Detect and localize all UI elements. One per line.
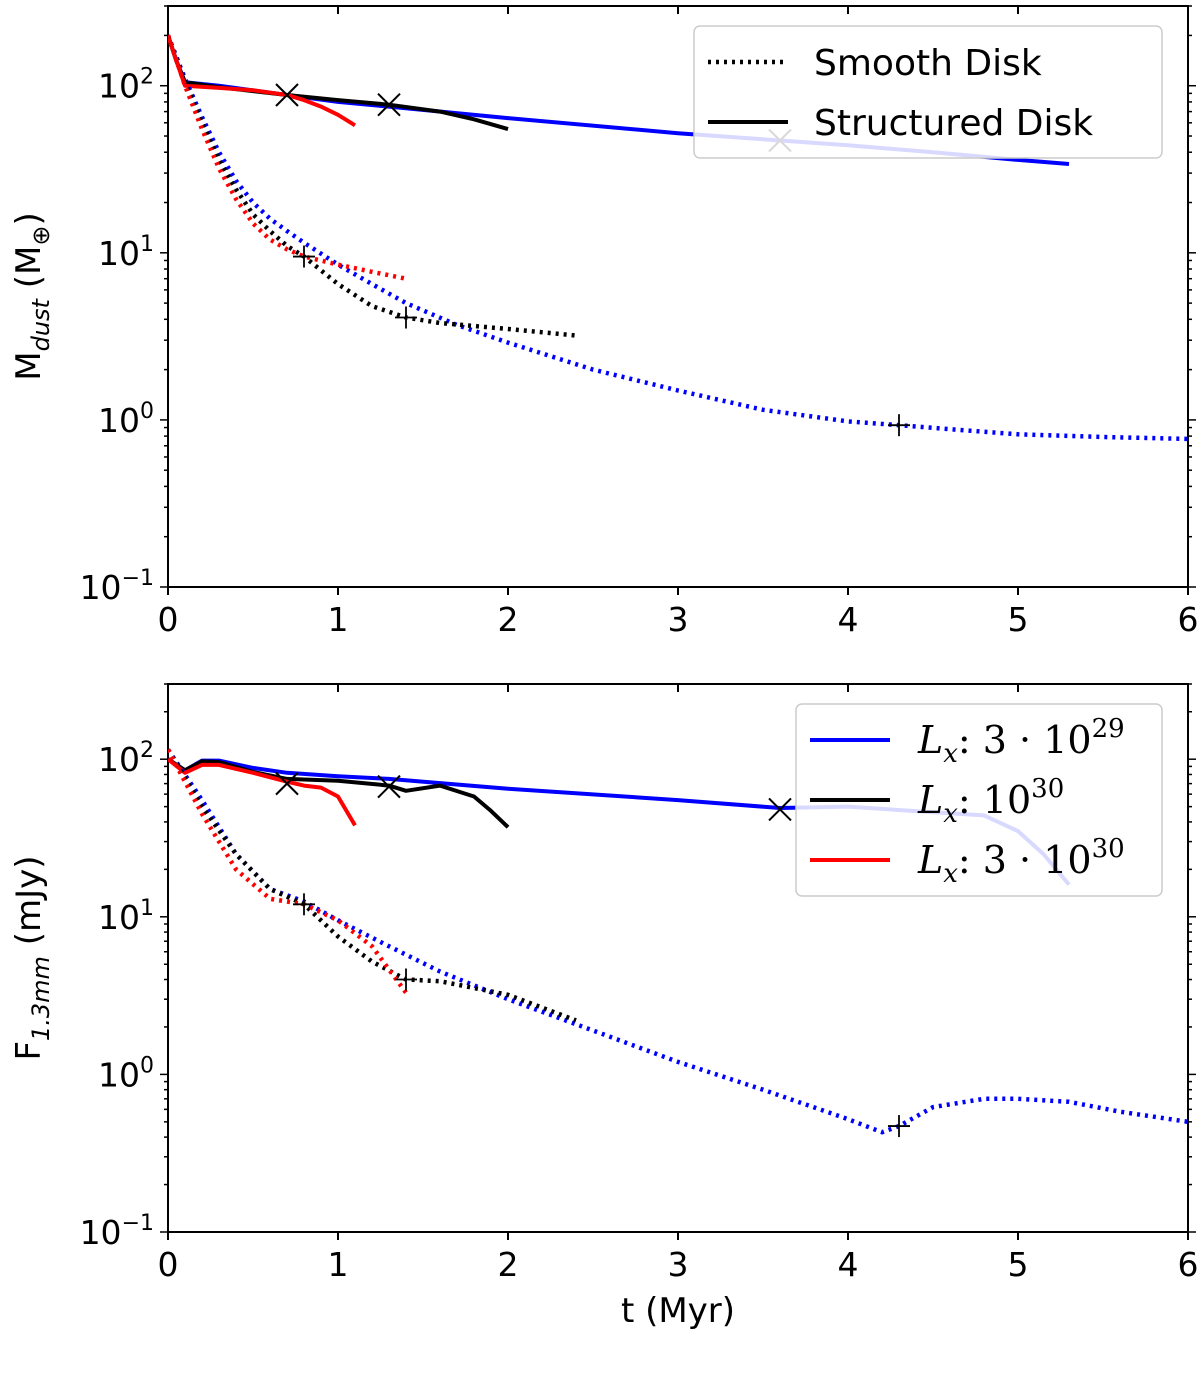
y-label-unit: (mJy) — [9, 855, 49, 956]
legend-value: : 3 · 10 — [958, 718, 1092, 762]
y-label-unit-close: ) — [9, 212, 49, 225]
y-tick-base: 10 — [98, 234, 140, 273]
plus-marker — [293, 893, 315, 916]
x-marker — [377, 774, 401, 799]
plot-area — [168, 748, 1188, 1138]
y-label-subscript: 1.3mm — [27, 956, 55, 1041]
y-label-base: F — [9, 1041, 49, 1061]
x-marker — [275, 83, 299, 107]
y-label-unit: (M — [9, 246, 49, 299]
series-line-dotted — [168, 34, 577, 338]
y-tick-base: 10 — [98, 67, 140, 106]
y-tick-base: 10 — [98, 1055, 140, 1094]
y-axis-label: F1.3mm (mJy) — [9, 855, 55, 1060]
x-axis-label: t (Myr) — [621, 1291, 735, 1331]
y-axis-label: Mdust (M⊕) — [9, 212, 55, 381]
series-line-solid — [168, 757, 357, 827]
legend-value: : 3 · 10 — [958, 838, 1092, 882]
plus-marker — [888, 1115, 910, 1138]
legend-exponent: 29 — [1092, 714, 1125, 744]
x-tick-label: 0 — [158, 1245, 179, 1284]
y-tick-base: 10 — [80, 1213, 122, 1252]
marker-stroke — [377, 774, 401, 799]
x-marker — [377, 92, 401, 117]
x-tick-label: 2 — [498, 600, 519, 639]
y-tick-label: 10−1 — [80, 566, 154, 607]
y-tick-label: 100 — [98, 399, 154, 440]
y-tick-exponent: −1 — [122, 566, 154, 591]
x-marker — [275, 771, 299, 796]
series-line-dotted — [168, 748, 577, 1023]
y-tick-exponent: 1 — [140, 232, 154, 257]
y-tick-label: 102 — [98, 738, 154, 779]
y-label-unit-subscript: ⊕ — [27, 226, 55, 246]
plus-marker — [395, 306, 417, 329]
x-marker — [768, 797, 792, 822]
y-tick-label: 10−1 — [80, 1211, 154, 1252]
legend-entry-label: Lx: 1030 — [917, 774, 1064, 829]
x-tick-label: 5 — [1008, 1245, 1029, 1284]
marker-stroke — [377, 92, 401, 117]
legend-box — [693, 25, 1163, 159]
legend-subscript: x — [943, 739, 958, 769]
x-tick-label: 3 — [668, 600, 689, 639]
y-tick-exponent: 0 — [140, 399, 154, 424]
legend-subscript: x — [943, 859, 958, 889]
legend-symbol: L — [917, 838, 943, 882]
legend: Smooth Disk Structured Disk — [693, 25, 1163, 159]
y-tick-label: 100 — [98, 1053, 154, 1094]
marker-stroke — [275, 771, 299, 796]
plus-marker — [395, 968, 417, 991]
y-label-base: M — [9, 351, 49, 380]
x-tick-label: 3 — [668, 1245, 689, 1284]
series-line-solid — [168, 757, 510, 829]
y-tick-base: 10 — [98, 898, 140, 937]
y-tick-label: 102 — [98, 65, 154, 106]
x-tick-label: 1 — [328, 1245, 349, 1284]
legend-entry-label: Lx: 3 · 1029 — [917, 714, 1125, 769]
legend-box — [795, 703, 1163, 897]
y-tick-base: 10 — [80, 568, 122, 607]
legend-entry-label: Lx: 3 · 1030 — [917, 834, 1125, 889]
legend-value: : 10 — [958, 778, 1031, 822]
x-tick-label: 1 — [328, 600, 349, 639]
marker-stroke — [768, 797, 792, 822]
series-line-dotted — [168, 748, 408, 995]
plus-marker — [888, 414, 910, 437]
x-tick-label: 0 — [158, 600, 179, 639]
y-tick-base: 10 — [98, 401, 140, 440]
series-line-dotted — [168, 34, 407, 281]
y-tick-exponent: 1 — [140, 896, 154, 921]
x-tick-label: 4 — [838, 600, 859, 639]
legend-entry-label: Smooth Disk — [814, 43, 1042, 84]
legend-subscript: x — [943, 799, 958, 829]
marker-stroke — [275, 83, 299, 107]
y-tick-label: 101 — [98, 896, 154, 937]
y-tick-exponent: 0 — [140, 1053, 154, 1078]
x-tick-label: 2 — [498, 1245, 519, 1284]
y-tick-exponent: −1 — [122, 1211, 154, 1236]
legend-symbol: L — [917, 718, 943, 762]
x-tick-label: 6 — [1178, 600, 1199, 639]
x-tick-label: 6 — [1178, 1245, 1199, 1284]
x-tick-label: 5 — [1008, 600, 1029, 639]
y-label-subscript: dust — [27, 297, 55, 351]
legend-entry-label: Structured Disk — [814, 103, 1093, 144]
legend-exponent: 30 — [1092, 834, 1125, 864]
legend-symbol: L — [917, 778, 943, 822]
plus-marker — [293, 245, 315, 268]
y-tick-base: 10 — [98, 740, 140, 779]
x-tick-label: 4 — [838, 1245, 859, 1284]
y-tick-label: 101 — [98, 232, 154, 273]
legend-exponent: 30 — [1031, 774, 1064, 804]
y-tick-exponent: 2 — [140, 65, 154, 90]
y-tick-exponent: 2 — [140, 738, 154, 763]
